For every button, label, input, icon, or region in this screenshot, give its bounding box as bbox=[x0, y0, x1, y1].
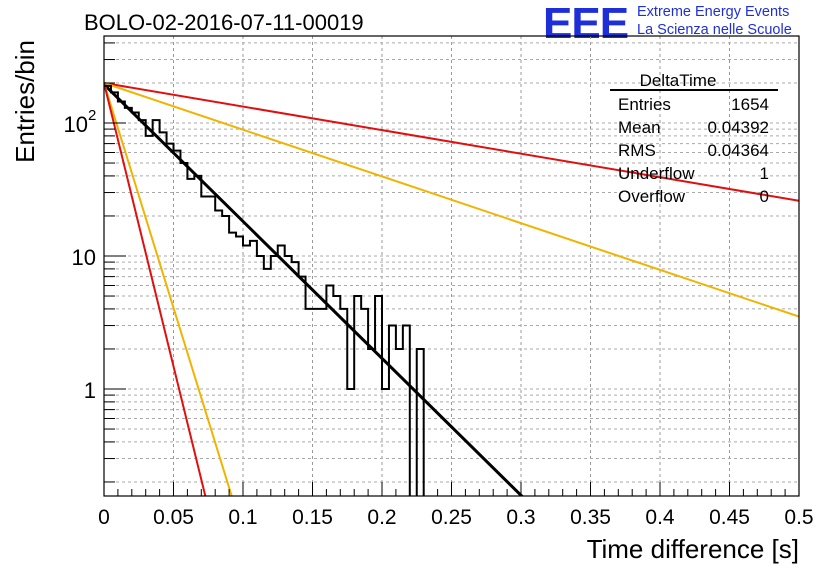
x-tick-label: 0.4 bbox=[645, 506, 675, 529]
stats-label: Underflow bbox=[618, 164, 695, 183]
y-tick-label: 10 bbox=[64, 112, 88, 137]
x-tick-label: 0.35 bbox=[570, 506, 611, 529]
stats-label: Mean bbox=[618, 118, 661, 137]
x-tick-label: 0.15 bbox=[292, 506, 333, 529]
x-tick-label: 0.1 bbox=[228, 506, 257, 529]
stats-value: 0.04392 bbox=[708, 118, 769, 137]
x-tick-label: 0.05 bbox=[153, 506, 194, 529]
logo-line-2: La Scienza nelle Scuole bbox=[637, 22, 792, 38]
logo-line-1: Extreme Energy Events bbox=[637, 4, 790, 20]
stats-title: DeltaTime bbox=[640, 71, 717, 90]
x-axis-label: Time difference [s] bbox=[587, 534, 799, 564]
logo-caption: Extreme Energy Events La Scienza nelle S… bbox=[637, 3, 792, 39]
fit-curve-1 bbox=[104, 83, 524, 496]
x-tick-label: 0.2 bbox=[367, 506, 396, 529]
histogram-line bbox=[104, 84, 425, 496]
fit-curve-4 bbox=[104, 82, 233, 496]
stats-label: Overflow bbox=[618, 187, 686, 206]
x-tick-label: 0.5 bbox=[784, 506, 813, 529]
y-tick-label: 1 bbox=[84, 378, 96, 403]
chart-title: BOLO-02-2016-07-11-00019 bbox=[84, 10, 364, 35]
fit-curve-3 bbox=[104, 82, 799, 318]
stats-value: 1 bbox=[760, 164, 769, 183]
stats-label: RMS bbox=[618, 141, 656, 160]
fit-curve-5 bbox=[104, 82, 207, 496]
histogram-series bbox=[104, 84, 425, 496]
y-tick-label: 10 bbox=[72, 245, 96, 270]
fit-curve-2 bbox=[104, 82, 799, 202]
axes: 0 0.05 0.1 0.15 0.2 0.25 0.3 0.35 0.4 0.45 0.51101… bbox=[64, 35, 814, 529]
stats-value: 0.04364 bbox=[708, 141, 769, 160]
stats-label: Entries bbox=[618, 95, 671, 114]
stats-value: 1654 bbox=[731, 95, 769, 114]
eee-logo: EEE bbox=[543, 0, 629, 48]
x-tick-label: 0.45 bbox=[709, 506, 750, 529]
x-tick-label: 0.3 bbox=[506, 506, 535, 529]
fit-curves bbox=[104, 82, 799, 496]
stats-value: 0 bbox=[760, 187, 769, 206]
x-tick-label: 0 bbox=[98, 506, 110, 529]
stats-box: DeltaTime Entries 1654 Mean 0.04392 RMS 0.0436… bbox=[610, 71, 778, 206]
y-tick-exponent: 2 bbox=[88, 107, 96, 124]
x-tick-label: 0.25 bbox=[431, 506, 472, 529]
y-axis-label: Entries/bin bbox=[10, 40, 40, 163]
